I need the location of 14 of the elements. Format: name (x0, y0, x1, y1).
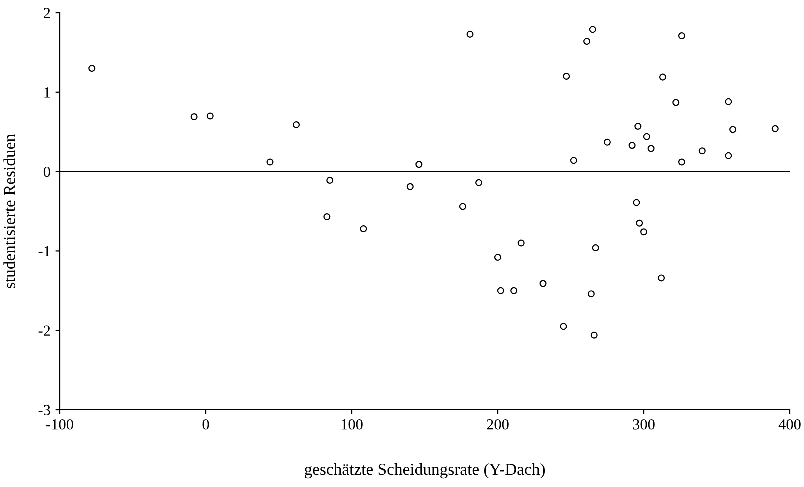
y-tick-label: 1 (44, 88, 50, 98)
y-tick-label: -2 (38, 326, 50, 336)
x-tick-label: 100 (342, 419, 363, 430)
y-axis-title: studentisierte Residuen (4, 134, 16, 288)
y-tick-label: -3 (38, 405, 50, 416)
x-tick-label: 400 (778, 419, 801, 430)
x-tick-label: 0 (202, 419, 210, 430)
y-tick-label: 2 (44, 8, 50, 18)
y-tick-label: -1 (38, 246, 50, 256)
x-axis-title: geschätzte Scheidungsrate (Y-Dach) (304, 463, 546, 479)
y-tick-label: 0 (44, 166, 50, 178)
x-tick-label: 300 (633, 419, 655, 430)
x-tick-label: 200 (487, 419, 509, 430)
x-tick-label: -100 (46, 419, 74, 430)
